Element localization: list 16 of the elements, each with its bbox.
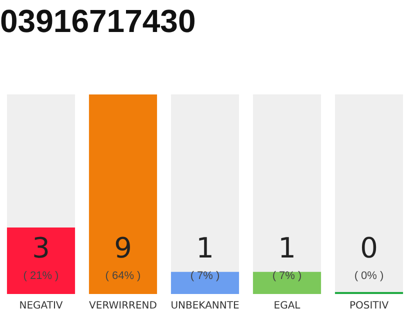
x-tick-label: EGAL [274,300,301,312]
x-tick-label: VERWIRREND [89,300,158,312]
annotation: ( 7% ) [272,270,302,282]
data-label: 1 [278,231,296,264]
chart-title: 03916717430 [0,3,196,40]
x-tick-label: NEGATIV [19,300,63,312]
data-label: 1 [196,231,214,264]
data-label: 0 [360,231,378,264]
data-label: 3 [32,231,50,264]
annotation: ( 64% ) [105,270,141,282]
x-tick-label: UNBEKANNTE [170,300,240,312]
annotation: ( 7% ) [190,270,220,282]
x-tick-label: POSITIV [349,300,389,312]
annotation: ( 0% ) [354,270,384,282]
data-label: 9 [114,231,132,264]
annotation: ( 21% ) [23,270,59,282]
